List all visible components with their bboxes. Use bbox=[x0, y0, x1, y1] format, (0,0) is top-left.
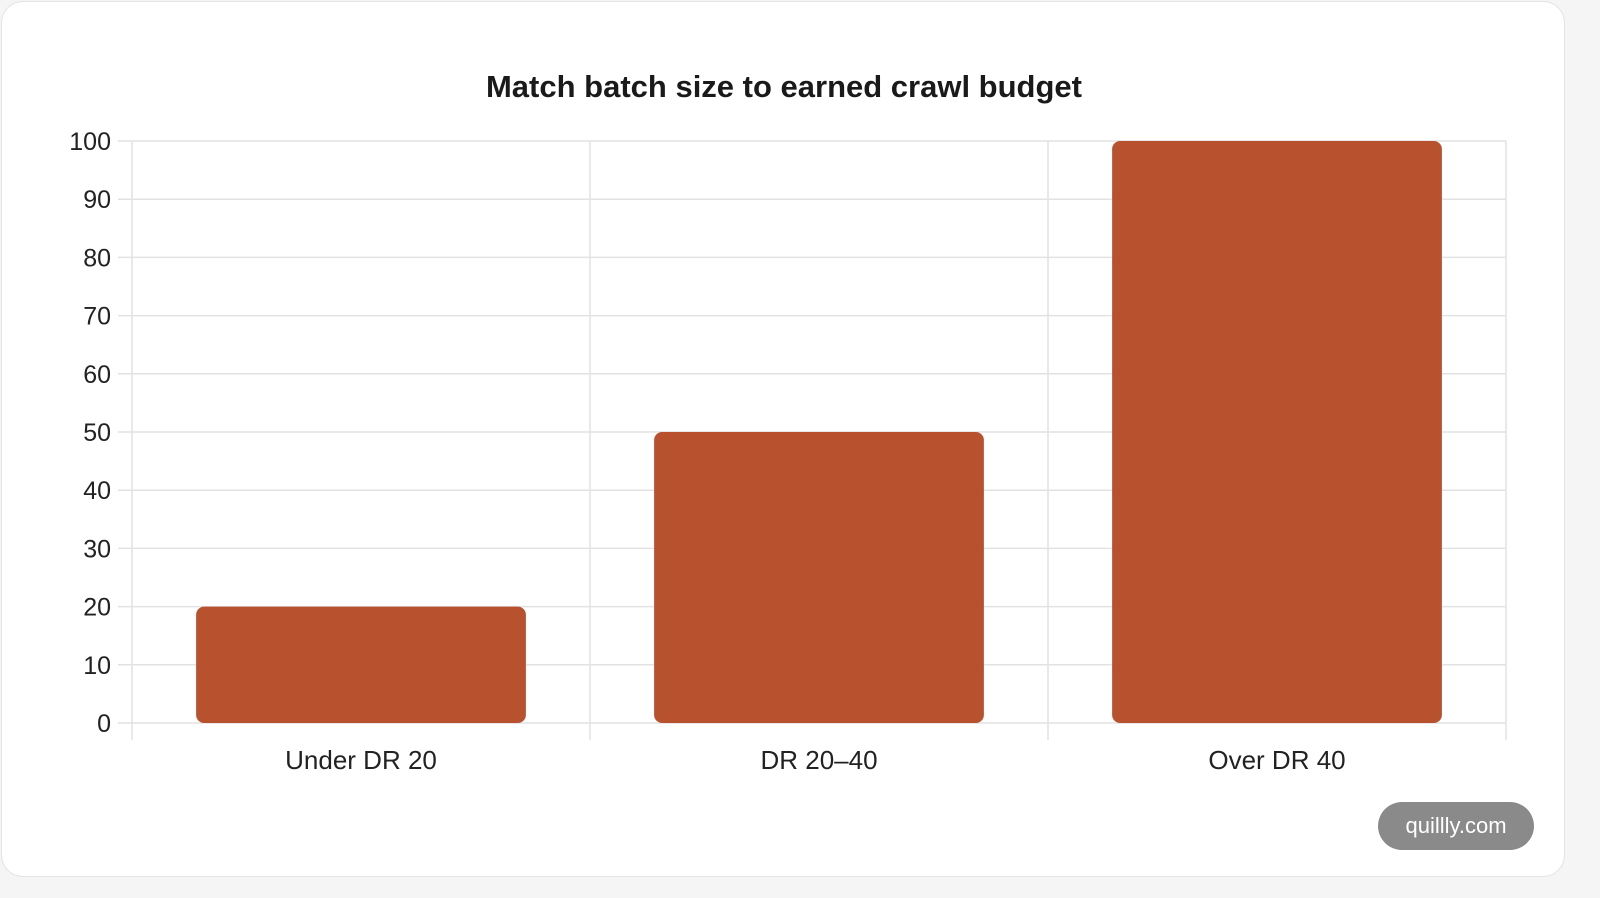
y-tick-label: 90 bbox=[83, 186, 111, 214]
bar-1 bbox=[196, 606, 526, 723]
bar-3 bbox=[1112, 141, 1442, 723]
y-tick-label: 100 bbox=[69, 128, 111, 156]
y-axis-ticks: 0 10 20 30 40 50 60 70 80 90 100 bbox=[69, 128, 111, 738]
y-tick-label: 70 bbox=[83, 303, 111, 331]
x-category-label: Over DR 40 bbox=[1208, 745, 1345, 775]
y-tick-label: 20 bbox=[83, 594, 111, 622]
chart-title: Match batch size to earned crawl budget bbox=[486, 69, 1082, 104]
x-category-label: DR 20–40 bbox=[760, 745, 877, 775]
y-tick-label: 40 bbox=[83, 477, 111, 505]
y-tick-label: 10 bbox=[83, 652, 111, 680]
y-tick-label: 50 bbox=[83, 419, 111, 447]
y-tick-label: 80 bbox=[83, 244, 111, 272]
y-tick-label: 30 bbox=[83, 535, 111, 563]
x-axis-labels: Under DR 20 DR 20–40 Over DR 40 bbox=[285, 745, 1346, 775]
watermark-badge: quillly.com bbox=[1378, 802, 1534, 850]
bars bbox=[196, 141, 1442, 723]
y-tick-label: 0 bbox=[97, 710, 111, 738]
x-category-label: Under DR 20 bbox=[285, 745, 437, 775]
bar-2 bbox=[654, 432, 984, 723]
y-tick-label: 60 bbox=[83, 361, 111, 389]
